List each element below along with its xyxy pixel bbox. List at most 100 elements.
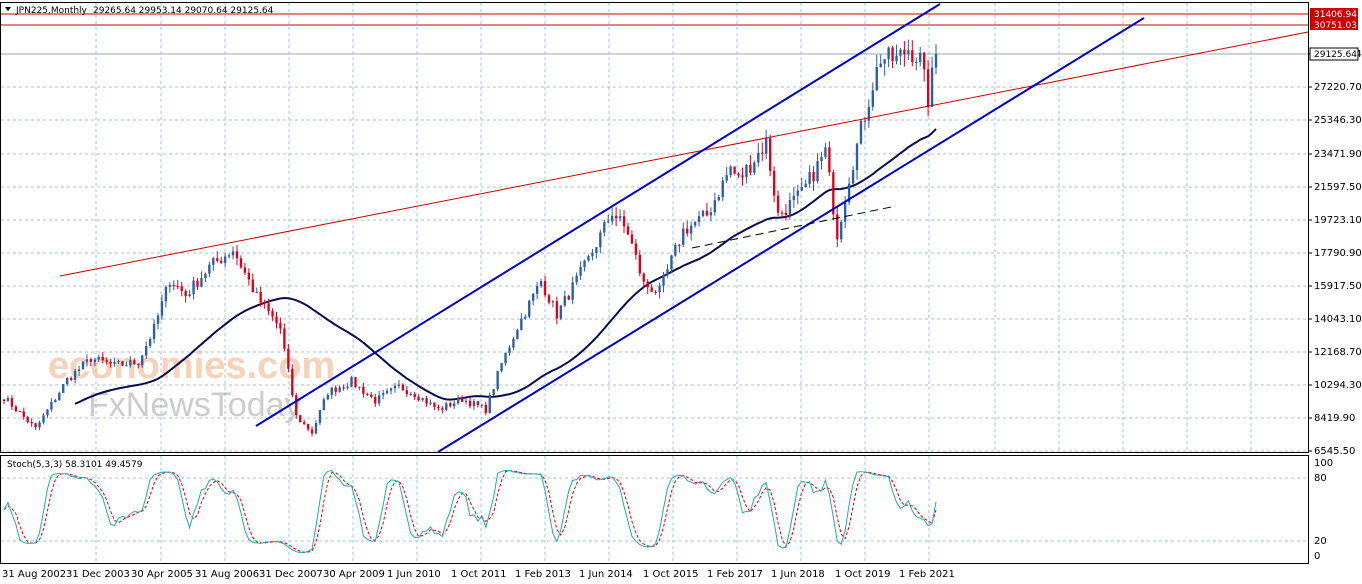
candle	[141, 354, 144, 368]
candle	[6, 395, 10, 402]
candle	[650, 284, 653, 293]
price-tick-label: 27220.70	[1314, 82, 1362, 93]
time-tick-label: 31 Aug 2006	[195, 569, 259, 580]
time-tick-label: 1 Feb 2017	[707, 569, 763, 580]
stoch-label: Stoch(5,3,3) 58.3101 49.4579	[7, 460, 143, 470]
ma-line	[74, 128, 937, 405]
candle	[77, 365, 81, 376]
trendlines[interactable]	[59, 3, 1309, 453]
candle	[670, 254, 673, 274]
channel-lower-line	[437, 17, 1145, 453]
candle	[934, 44, 938, 75]
candle	[137, 363, 140, 369]
candle	[476, 400, 480, 408]
candle	[768, 134, 772, 177]
candle	[14, 404, 18, 413]
candle	[362, 382, 365, 398]
candle	[824, 142, 827, 159]
price-tick-label: 23471.90	[1314, 149, 1362, 160]
candle	[662, 271, 665, 293]
candle	[678, 243, 681, 253]
price-tick-label: 21597.50	[1314, 182, 1362, 193]
channel-upper-line	[255, 3, 941, 427]
candle	[516, 328, 519, 340]
candle	[275, 311, 278, 329]
candle	[231, 246, 235, 260]
candle	[472, 398, 476, 410]
candle	[780, 210, 784, 218]
candle	[212, 256, 215, 271]
candle	[855, 142, 859, 180]
candle	[630, 230, 634, 244]
candle	[488, 392, 491, 414]
candle	[642, 272, 645, 289]
price-tick-label: 17790.90	[1314, 248, 1362, 259]
candle	[666, 264, 669, 278]
candle	[89, 357, 93, 367]
candle	[283, 323, 286, 352]
candle	[164, 285, 168, 308]
candle	[532, 292, 535, 306]
candle	[709, 207, 713, 222]
candle	[239, 255, 243, 269]
candle	[599, 229, 602, 254]
candle	[867, 99, 871, 128]
time-tick-label: 1 Jun 2018	[771, 569, 825, 580]
candle	[54, 398, 57, 403]
candle	[322, 397, 326, 411]
candle	[437, 404, 440, 411]
candle	[334, 385, 337, 396]
price-tag-current-bg	[1309, 47, 1359, 61]
candle	[816, 153, 819, 184]
dashed-support-line	[691, 205, 897, 249]
candle	[397, 380, 401, 389]
candle	[370, 392, 373, 398]
candle	[227, 253, 231, 259]
candle	[243, 263, 247, 276]
price-tick-label: 19723.10	[1314, 215, 1362, 226]
candle	[121, 360, 124, 367]
candle	[318, 409, 322, 426]
candle	[610, 207, 614, 225]
candle	[543, 275, 547, 298]
candle	[220, 256, 223, 264]
time-tick-label: 1 Feb 2013	[515, 569, 571, 580]
candle	[634, 239, 638, 260]
candle	[808, 165, 811, 188]
candle	[326, 393, 330, 401]
stoch-tick-label: 20	[1314, 536, 1327, 547]
symbol-menu-icon[interactable]	[5, 7, 11, 11]
candle	[42, 413, 45, 425]
candle	[160, 294, 164, 321]
candle	[796, 184, 799, 205]
candle	[539, 278, 543, 288]
candle	[907, 39, 910, 61]
candle	[674, 242, 677, 257]
price-tick-label: 14043.10	[1314, 314, 1362, 325]
price-tag-current: 29125.64	[1314, 50, 1357, 60]
candle	[468, 397, 472, 409]
candle	[871, 82, 874, 111]
candle	[828, 141, 831, 176]
candle	[354, 376, 357, 388]
candle	[583, 259, 586, 272]
price-tick-label: 10294.30	[1314, 380, 1362, 391]
candle	[836, 206, 839, 248]
time-tick-label: 1 Jun 2010	[387, 569, 441, 580]
candle	[919, 46, 922, 67]
candle	[26, 416, 29, 424]
candle	[374, 393, 377, 408]
horizontal-levels	[1, 13, 1308, 55]
candle	[496, 370, 499, 392]
candle	[559, 305, 563, 321]
candle	[204, 272, 207, 283]
candle	[200, 271, 203, 288]
candle	[441, 406, 444, 414]
candle	[847, 177, 851, 206]
candle	[168, 282, 172, 293]
stoch-axis: 100 80 20 0	[1314, 458, 1333, 562]
candle	[279, 317, 282, 334]
candle	[757, 143, 760, 167]
candle	[453, 400, 456, 409]
